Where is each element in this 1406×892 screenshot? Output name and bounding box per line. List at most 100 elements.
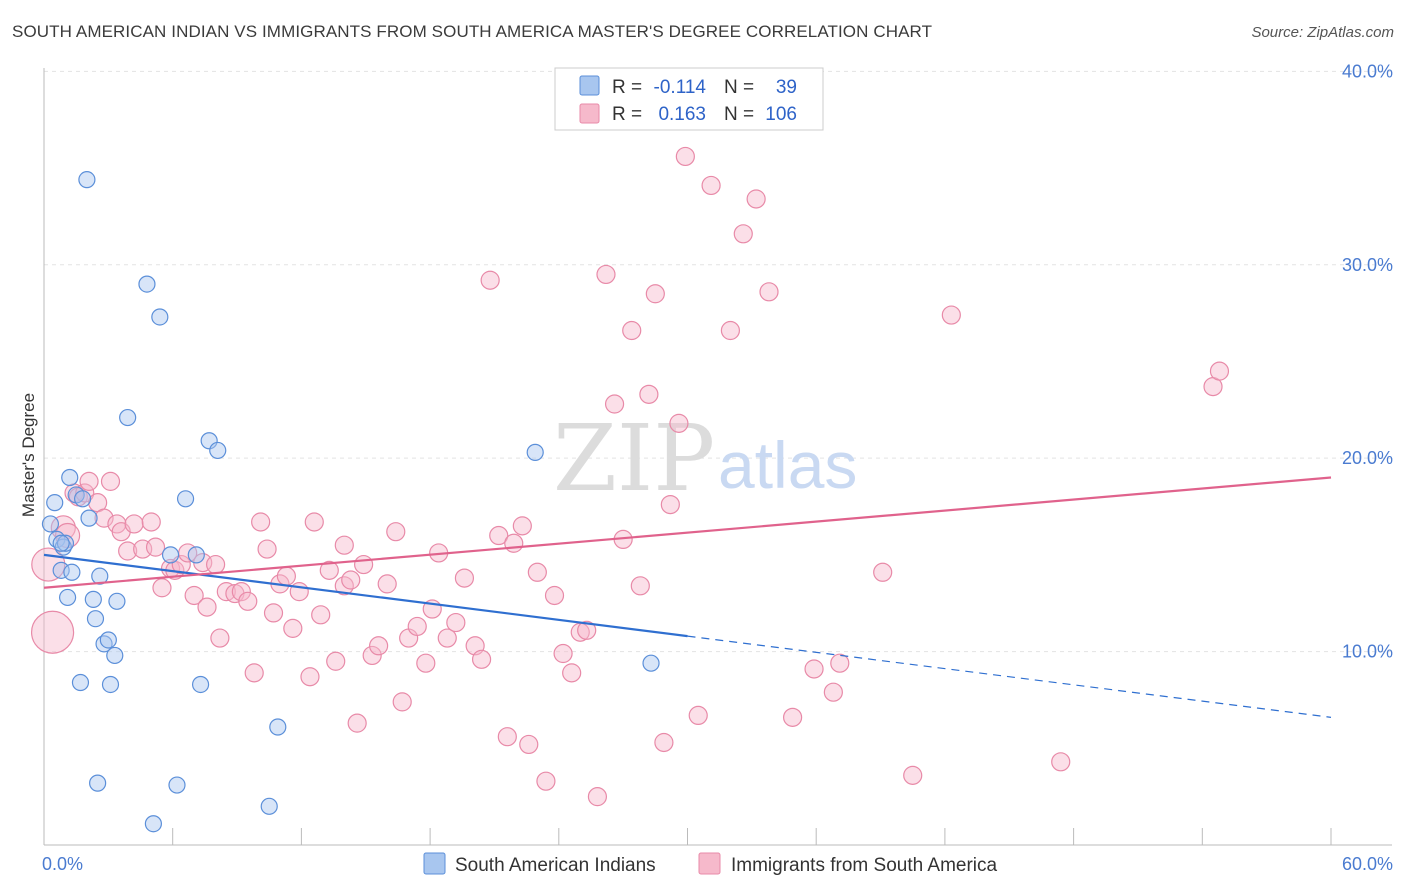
data-point	[238, 591, 258, 611]
data-point	[106, 646, 124, 665]
chart-source: Source: ZipAtlas.com	[1251, 24, 1394, 41]
data-point	[701, 175, 721, 196]
data-point	[519, 734, 539, 755]
y-axis-label: Master's Degree	[19, 393, 38, 517]
data-point	[873, 562, 893, 582]
data-point	[471, 649, 492, 669]
data-point	[260, 797, 278, 815]
chart-title: SOUTH AMERICAN INDIAN VS IMMIGRANTS FROM…	[12, 22, 933, 41]
data-point	[300, 667, 320, 687]
data-point	[362, 645, 382, 666]
data-point	[407, 616, 427, 637]
data-point	[209, 441, 227, 460]
data-point	[526, 443, 544, 461]
data-point	[108, 592, 126, 610]
data-point	[489, 525, 509, 546]
watermark-atlas: atlas	[718, 428, 857, 502]
series-legend: South American Indians Immigrants from S…	[423, 852, 998, 876]
y-tick-label: 30.0%	[1342, 255, 1393, 275]
data-point	[454, 568, 475, 588]
data-point	[1051, 752, 1071, 772]
data-point	[622, 320, 642, 341]
legend-n-label-pink: N =	[724, 104, 754, 125]
data-point	[480, 270, 500, 290]
data-point	[369, 636, 389, 656]
data-point	[251, 512, 271, 532]
data-point	[639, 384, 659, 404]
data-point	[101, 675, 120, 694]
data-point	[269, 718, 287, 736]
data-point	[263, 603, 284, 623]
data-point	[326, 651, 346, 671]
data-point	[544, 585, 565, 606]
data-point	[100, 471, 121, 491]
data-point	[71, 673, 90, 692]
data-point	[596, 264, 616, 285]
data-point	[341, 570, 361, 590]
data-point	[144, 815, 162, 833]
data-point	[257, 539, 277, 559]
data-point	[197, 597, 217, 617]
y-tick-label: 40.0%	[1342, 61, 1393, 81]
series-south-american-indians	[41, 171, 660, 833]
data-point	[50, 515, 76, 541]
data-point	[184, 585, 204, 606]
data-point	[84, 590, 102, 608]
legend-n-value-blue: 39	[776, 77, 797, 98]
data-point	[334, 535, 354, 555]
data-point	[63, 563, 81, 581]
data-point	[941, 305, 961, 325]
data-point	[536, 771, 556, 791]
data-point	[642, 654, 660, 672]
data-point	[52, 534, 70, 552]
data-point	[577, 620, 597, 640]
data-point	[118, 541, 138, 561]
correlation-legend-box	[554, 67, 824, 131]
legend-r-label-pink: R =	[612, 104, 642, 125]
series-legend-label-blue: South American Indians	[455, 855, 656, 876]
data-point	[58, 588, 77, 607]
data-point	[512, 516, 532, 536]
data-point	[86, 610, 105, 628]
data-point	[392, 692, 412, 712]
data-point	[80, 509, 98, 527]
data-point	[99, 631, 117, 649]
data-point	[78, 171, 96, 189]
legend-r-value-blue: -0.114	[654, 77, 707, 98]
data-point	[783, 707, 803, 727]
trendline-south-american-indians	[43, 553, 688, 638]
data-point	[311, 605, 331, 625]
data-point	[660, 494, 680, 515]
data-point	[630, 576, 650, 596]
data-point	[304, 512, 324, 532]
data-point	[152, 578, 172, 598]
legend-swatch-pink	[579, 103, 600, 124]
data-point	[30, 610, 75, 654]
data-point	[759, 282, 779, 302]
data-point	[504, 533, 524, 553]
data-point	[124, 514, 144, 534]
data-point	[746, 189, 766, 209]
data-point	[386, 522, 406, 542]
data-point	[437, 628, 457, 648]
y-tick-label: 10.0%	[1342, 642, 1393, 662]
legend-n-label-blue: N =	[724, 77, 754, 98]
data-point	[56, 534, 75, 552]
data-point	[823, 682, 843, 702]
data-point	[669, 413, 689, 433]
data-point	[231, 582, 251, 602]
series-legend-label-pink: Immigrants from South America	[731, 855, 998, 876]
data-point	[191, 675, 210, 694]
data-point	[604, 394, 625, 414]
x-tick-label: 0.0%	[42, 854, 83, 874]
data-point	[645, 284, 665, 304]
x-ticks	[172, 828, 1332, 845]
series-legend-swatch-blue	[423, 852, 446, 875]
data-point	[206, 554, 226, 575]
data-point	[52, 561, 70, 579]
y-tick-labels: 10.0% 20.0% 30.0% 40.0%	[1342, 61, 1393, 661]
data-point	[283, 618, 303, 638]
data-point	[654, 732, 674, 753]
data-point	[61, 468, 79, 487]
